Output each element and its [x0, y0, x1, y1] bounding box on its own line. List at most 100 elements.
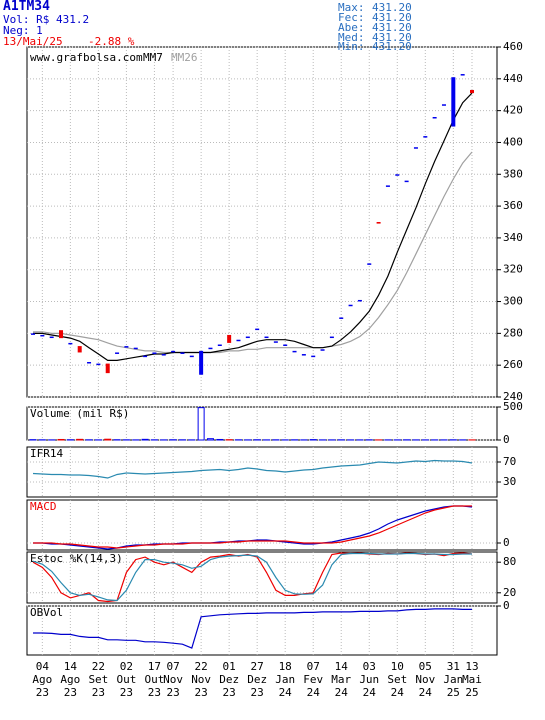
candle — [217, 344, 222, 346]
x-tick-label: 18 Jan 24 — [275, 660, 296, 699]
x-tick-label: 01 Dez 23 — [219, 660, 240, 699]
bar — [104, 438, 112, 441]
candle — [301, 354, 306, 356]
candle — [105, 363, 110, 374]
panel-title: IFR14 — [30, 447, 63, 460]
x-tick-label: 22 Set 23 — [88, 660, 109, 699]
candle — [441, 104, 446, 106]
y-tick-label: 380 — [503, 167, 523, 180]
candle — [460, 74, 465, 76]
candle — [115, 352, 120, 354]
y-tick-label: 440 — [503, 72, 523, 85]
line — [33, 92, 473, 361]
candle — [404, 180, 409, 183]
stat-label: Abe: — [338, 21, 365, 34]
date: 13/Mai/25 — [3, 35, 63, 48]
candle — [292, 350, 297, 353]
y-tick-label: 80 — [503, 555, 516, 568]
bar — [197, 407, 205, 441]
panel — [26, 499, 498, 551]
stat-value: 431.20 — [372, 31, 412, 44]
candle — [199, 350, 204, 375]
x-tick-label: 31 Jan 25 — [443, 660, 464, 699]
y-tick-label: 400 — [503, 135, 523, 148]
panel-title: Volume (mil R$) — [30, 407, 129, 420]
candle — [68, 342, 73, 345]
candle — [470, 89, 474, 94]
stat-value: 431.20 — [372, 1, 412, 14]
stat-value: 431.20 — [372, 40, 412, 53]
candle — [227, 334, 232, 343]
candle — [143, 355, 148, 358]
x-tick-label: 04 Ago 23 — [32, 660, 53, 699]
line — [33, 151, 473, 354]
volume: Vol: R$ 431.2 — [3, 13, 90, 26]
x-tick-label: 27 Dez 23 — [247, 660, 268, 699]
line — [32, 459, 473, 479]
panel — [26, 46, 498, 398]
stat-label: Fec: — [338, 11, 365, 24]
panel-title: Estoc %K(14,3) — [30, 552, 123, 565]
line — [32, 552, 472, 602]
candle — [320, 349, 325, 351]
candle — [31, 333, 35, 335]
x-tick-label: 14 Ago 23 — [60, 660, 81, 699]
y-tick-label: 420 — [503, 104, 523, 117]
candle — [423, 136, 428, 138]
candle — [264, 336, 269, 339]
y-tick-label: 0 — [503, 433, 510, 446]
candle — [152, 352, 157, 354]
candle — [87, 362, 92, 364]
candle — [245, 336, 250, 339]
candle — [40, 334, 45, 337]
x-tick-label: 03 Jun 24 — [359, 660, 380, 699]
candle — [385, 185, 390, 187]
candle — [96, 363, 101, 366]
ticker: A1TM34 — [3, 0, 50, 14]
stat-label: Med: — [338, 31, 365, 44]
candle — [49, 336, 54, 339]
candle — [255, 328, 260, 331]
panel — [26, 551, 498, 604]
candle — [357, 299, 362, 302]
stat-value: 431.20 — [372, 11, 412, 24]
candle — [376, 222, 381, 224]
legend-label: MM26 — [171, 51, 198, 64]
candle — [329, 336, 334, 339]
candle — [189, 355, 194, 358]
y-tick-label: 20 — [503, 586, 516, 599]
line — [33, 505, 472, 549]
x-tick-label: 22 Nov 23 — [191, 660, 212, 699]
candle — [124, 346, 129, 348]
y-tick-label: 0 — [503, 536, 510, 549]
candle — [236, 339, 241, 342]
y-tick-label: 340 — [503, 231, 523, 244]
stat-value: 431.20 — [372, 21, 412, 34]
candle — [339, 317, 344, 319]
bar — [206, 438, 214, 441]
x-tick-label: 07 Fev 24 — [303, 660, 324, 699]
candle — [59, 330, 64, 339]
x-tick-label: 14 Mar 24 — [331, 660, 352, 699]
panel-title: OBVol — [30, 606, 63, 619]
candle — [432, 117, 437, 119]
candle — [395, 174, 400, 176]
candle — [273, 341, 278, 343]
trades: Neg: 1 — [3, 24, 43, 37]
candle — [348, 304, 353, 307]
candle — [311, 355, 316, 358]
bar — [57, 438, 65, 441]
panel-title: MACD — [30, 500, 57, 513]
line — [33, 608, 472, 649]
change: -2.88 % — [88, 35, 135, 48]
x-tick-label: 02 Out 23 — [116, 660, 137, 699]
bar — [141, 438, 149, 441]
y-tick-label: 300 — [503, 295, 523, 308]
y-tick-label: 70 — [503, 455, 516, 468]
x-tick-label: 17 Out 23 — [144, 660, 165, 699]
y-tick-label: 260 — [503, 358, 523, 371]
candle — [413, 147, 418, 149]
candle — [171, 350, 176, 353]
